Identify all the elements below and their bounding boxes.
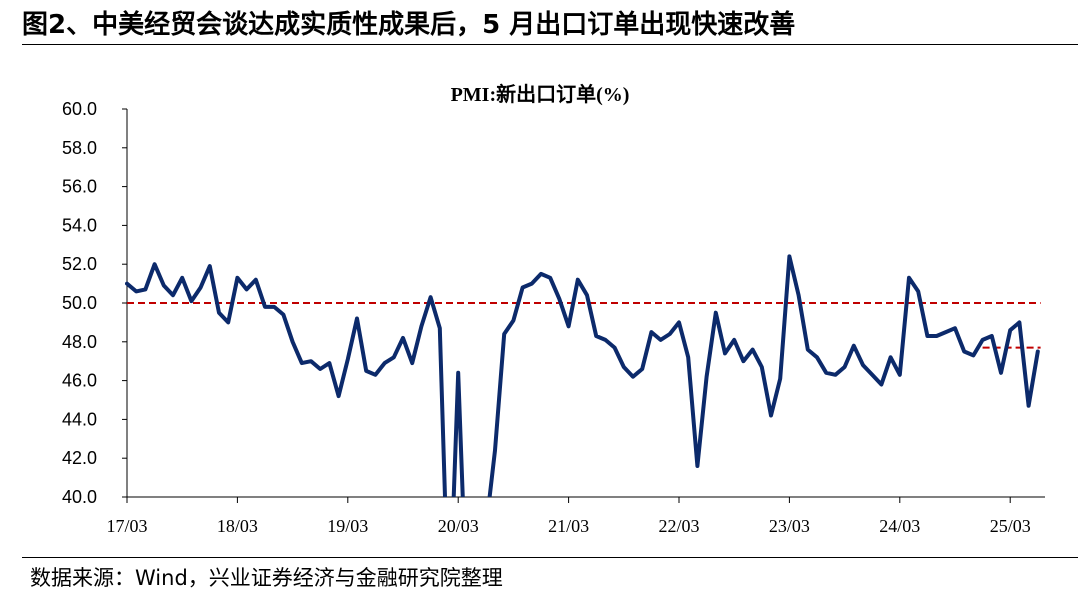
x-tick-label: 25/03 — [990, 516, 1031, 536]
y-tick-label: 58.0 — [62, 138, 97, 158]
y-tick-label: 52.0 — [62, 254, 97, 274]
y-tick-label: 60.0 — [62, 99, 97, 119]
title-rule — [22, 44, 1078, 45]
x-tick-label: 21/03 — [548, 516, 589, 536]
source-note: 数据来源：Wind，兴业证券经济与金融研究院整理 — [30, 566, 503, 590]
source-rule — [22, 557, 1078, 558]
chart-title: PMI:新出口订单(%) — [451, 82, 630, 106]
y-tick-label: 50.0 — [62, 293, 97, 313]
x-tick-label: 23/03 — [769, 516, 810, 536]
x-tick-label: 20/03 — [438, 516, 479, 536]
y-tick-label: 40.0 — [62, 487, 97, 507]
plot-area: 60.0 58.0 56.0 54.0 52.0 50.0 48.0 46.0 44.0 42.0… — [62, 99, 1045, 536]
y-tick-label: 44.0 — [62, 409, 97, 429]
figure-title: 图2、中美经贸会谈达成实质性成果后，5 月出口订单出现快速改善 — [22, 10, 796, 40]
series-line-new-export-orders — [125, 254, 1040, 497]
x-tick-label: 17/03 — [106, 516, 147, 536]
x-tick-label: 24/03 — [879, 516, 920, 536]
x-tick-label: 19/03 — [327, 516, 368, 536]
y-tick-label: 54.0 — [62, 215, 97, 235]
y-tick-label: 46.0 — [62, 371, 97, 391]
x-tick-label: 22/03 — [658, 516, 699, 536]
x-tick-label: 18/03 — [217, 516, 258, 536]
y-tick-label: 56.0 — [62, 177, 97, 197]
y-tick-label: 48.0 — [62, 332, 97, 352]
y-tick-label: 42.0 — [62, 448, 97, 468]
